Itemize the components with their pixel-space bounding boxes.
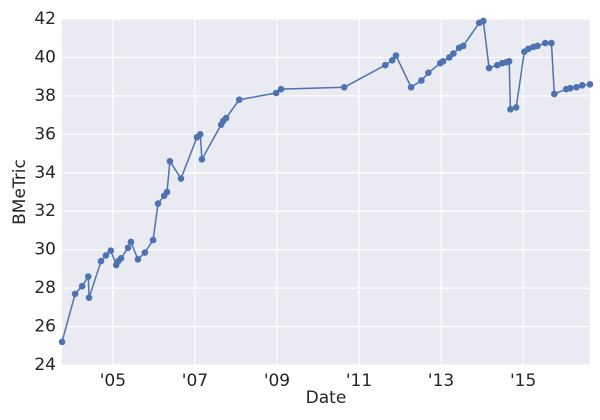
data-point: [586, 81, 594, 88]
y-tick-label: 42: [34, 9, 56, 29]
x-tick-label: '09: [264, 371, 290, 391]
data-point: [388, 57, 396, 64]
data-point: [392, 52, 400, 59]
data-point: [58, 338, 66, 346]
data-point: [573, 83, 580, 91]
data-point: [505, 57, 513, 65]
data-point: [154, 200, 162, 207]
data-point: [235, 96, 243, 104]
y-tick-label: 38: [34, 86, 56, 106]
data-point: [512, 104, 520, 111]
data-point: [117, 255, 125, 262]
data-point: [141, 249, 149, 256]
data-point: [381, 61, 389, 69]
data-point: [196, 131, 204, 138]
x-axis-label: Date: [306, 388, 347, 408]
x-tick-label: '11: [346, 371, 372, 391]
y-axis-label: BMeTric: [10, 159, 30, 225]
data-point: [134, 255, 142, 263]
y-tick-label: 24: [34, 355, 56, 375]
y-tick-label: 36: [34, 124, 56, 144]
y-tick-label: 26: [34, 317, 56, 337]
x-tick-label: '05: [100, 371, 126, 391]
data-point: [407, 83, 415, 91]
data-point: [480, 17, 487, 25]
data-point: [97, 257, 105, 265]
y-tick-label: 40: [34, 47, 56, 67]
data-point: [439, 57, 447, 65]
data-point: [71, 290, 79, 298]
data-point: [124, 244, 132, 252]
data-point: [127, 238, 135, 246]
data-point: [222, 114, 230, 122]
data-point: [107, 247, 115, 254]
data-point: [551, 90, 558, 98]
plot-area: [62, 19, 590, 365]
data-point: [541, 39, 549, 47]
y-tick-label: 32: [34, 201, 56, 221]
data-point: [78, 282, 86, 290]
x-tick-label: '07: [182, 371, 208, 391]
data-point: [485, 64, 493, 72]
data-point: [459, 42, 467, 50]
y-tick-label: 30: [34, 240, 56, 260]
data-point: [450, 50, 457, 57]
data-point: [85, 294, 93, 302]
data-point: [418, 77, 425, 84]
y-tick-label: 28: [34, 278, 56, 298]
data-point: [198, 156, 206, 163]
data-point: [163, 188, 171, 196]
data-point: [272, 89, 280, 97]
data-point: [166, 157, 174, 165]
y-tick-label: 34: [34, 163, 56, 183]
data-point: [548, 39, 555, 47]
data-point: [340, 83, 348, 91]
data-point: [425, 69, 432, 77]
data-point: [507, 106, 514, 113]
data-point: [177, 175, 185, 182]
x-tick-label: '13: [428, 371, 454, 391]
data-point: [578, 82, 586, 89]
x-tick-label: '15: [510, 371, 536, 391]
data-point: [567, 84, 574, 92]
data-point: [149, 236, 157, 244]
data-point: [534, 42, 541, 50]
data-point: [277, 85, 285, 93]
data-point: [84, 273, 92, 280]
data-point: [102, 252, 110, 259]
